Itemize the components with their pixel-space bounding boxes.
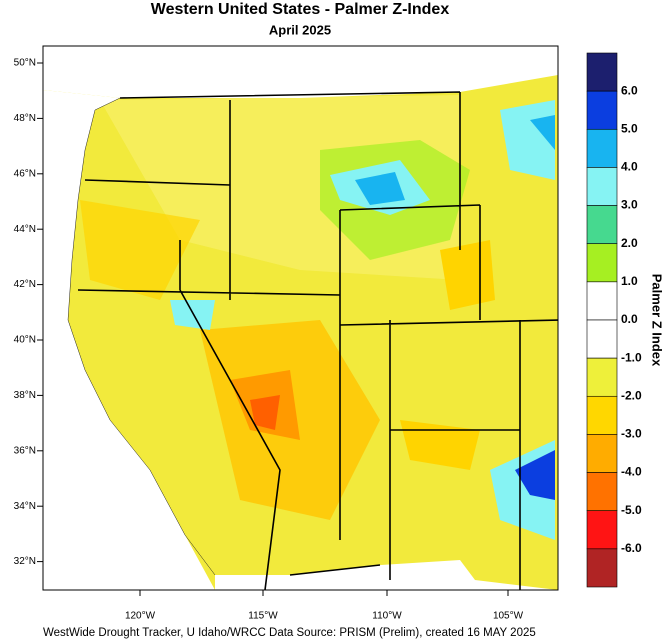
legend-label: -3.0 bbox=[621, 427, 642, 441]
legend-label: 6.0 bbox=[621, 83, 638, 97]
legend-swatch bbox=[586, 90, 618, 130]
legend-swatch bbox=[586, 243, 618, 283]
legend-label: -2.0 bbox=[621, 388, 642, 402]
longitude-label: 115°W bbox=[248, 611, 278, 622]
map bbox=[43, 46, 558, 590]
legend-label: -4.0 bbox=[621, 465, 642, 479]
title: Western United States - Palmer Z-Index bbox=[151, 1, 450, 18]
longitude-label: 110°W bbox=[372, 611, 402, 622]
legend-swatch bbox=[586, 167, 618, 206]
legend-swatch bbox=[586, 357, 618, 397]
longitude-label: 120°W bbox=[125, 611, 156, 622]
legend-label: -5.0 bbox=[621, 503, 642, 517]
latitude-label: 50°N bbox=[14, 58, 36, 69]
legend-label: 2.0 bbox=[621, 236, 638, 250]
legend-label: 1.0 bbox=[621, 274, 638, 288]
legend-label: -1.0 bbox=[621, 350, 642, 364]
legend-swatch bbox=[586, 52, 618, 92]
latitude-label: 32°N bbox=[14, 556, 36, 567]
latitude-label: 36°N bbox=[14, 445, 36, 456]
legend-swatch bbox=[586, 548, 618, 588]
legend-swatch bbox=[586, 395, 618, 435]
legend-label: 4.0 bbox=[621, 160, 638, 174]
legend-swatch bbox=[586, 472, 618, 512]
latitude-label: 48°N bbox=[14, 113, 36, 124]
legend-label: -6.0 bbox=[621, 541, 642, 555]
latitude-label: 44°N bbox=[14, 224, 36, 235]
legend-label: 0.0 bbox=[621, 312, 638, 326]
legend-swatch bbox=[586, 128, 618, 168]
subtitle: April 2025 bbox=[269, 22, 331, 37]
map-frame bbox=[42, 45, 559, 591]
latitude-label: 42°N bbox=[14, 279, 36, 290]
legend-swatch bbox=[586, 319, 618, 359]
latitude-label: 40°N bbox=[14, 335, 36, 346]
legend-swatch bbox=[586, 205, 618, 245]
legend-label: 3.0 bbox=[621, 198, 638, 212]
latitude-label: 34°N bbox=[14, 501, 36, 512]
legend-swatch bbox=[586, 510, 618, 550]
legend-title: Palmer Z Index bbox=[650, 274, 665, 367]
legend-swatch bbox=[586, 281, 618, 321]
latitude-label: 46°N bbox=[14, 168, 36, 179]
legend-label: 5.0 bbox=[621, 121, 638, 135]
latitude-label: 38°N bbox=[14, 390, 36, 401]
footer: WestWide Drought Tracker, U Idaho/WRCC D… bbox=[43, 627, 536, 639]
longitude-label: 105°W bbox=[493, 611, 524, 622]
legend-swatch bbox=[586, 434, 618, 473]
